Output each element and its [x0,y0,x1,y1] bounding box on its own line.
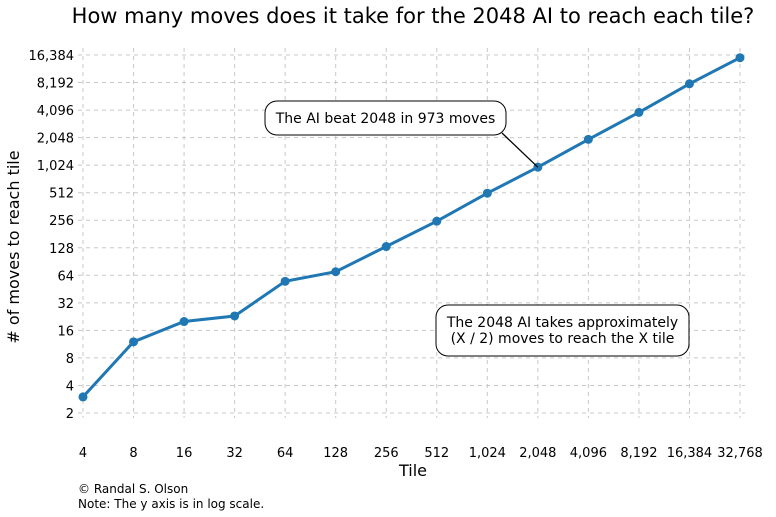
series-line [81,56,741,398]
y-tick-label: 1,024 [37,159,74,174]
y-tick-label: 16,384 [29,49,75,64]
annotation-arrow [501,132,539,168]
data-point [684,79,694,89]
y-tick-label: 16 [57,324,74,339]
y-tick-label: 4 [66,379,74,394]
y-tick-label: 512 [49,187,74,202]
data-point [179,317,189,327]
credit-text: © Randal S. Olson [78,482,189,496]
y-axis-label: # of moves to reach tile [4,150,23,343]
data-point [230,311,240,321]
data-point [381,242,391,252]
x-tick-label: 4 [79,446,87,461]
y-tick-label: 2,048 [37,132,74,147]
y-tick-labels: 2 4 8 16 32 64 128 256 512 1,024 2,048 4,096 8,192 16… [29,49,75,422]
y-tick-label: 2 [66,407,74,422]
x-tick-label: 64 [277,446,294,461]
y-tick-label: 8 [66,352,74,367]
annotation-text: The AI beat 2048 in 973 moves [275,111,496,127]
y-tick-label: 128 [49,242,74,257]
x-tick-label: 8 [129,446,137,461]
y-tick-label: 256 [49,214,74,229]
annotation-approximation: The 2048 AI takes approximately (X / 2) … [435,304,690,357]
x-tick-label: 512 [424,446,449,461]
data-point [78,392,88,402]
data-point [634,107,644,117]
x-tick-label: 256 [374,446,399,461]
y-tick-label: 8,192 [37,77,74,92]
data-point [735,53,745,63]
x-tick-label: 2,048 [519,446,556,461]
data-point [129,337,139,347]
annotation-line-1: The 2048 AI takes approximately [446,315,678,331]
y-tick-label: 64 [57,269,74,284]
y-tick-label: 32 [57,297,74,312]
x-tick-label: 128 [323,446,348,461]
data-point [583,134,593,144]
x-tick-label: 32 [226,446,243,461]
y-tick-label: 4,096 [37,104,74,119]
chart-title: How many moves does it take for the 2048… [72,4,755,28]
footer: © Randal S. Olson Note: The y axis is in… [78,482,264,512]
data-point [331,267,341,277]
x-tick-label: 32,768 [717,446,763,461]
annotation-box [435,304,690,357]
data-point [482,188,492,198]
x-tick-label: 16 [176,446,193,461]
x-tick-labels: 4 8 16 32 64 128 256 512 1,024 2,048 4,096 8,192 16,… [79,446,763,461]
annotation-line-2: (X / 2) moves to reach the X tile [451,331,675,347]
annotation-beat-2048: The AI beat 2048 in 973 moves [264,100,539,168]
x-tick-label: 4,096 [570,446,607,461]
data-point [432,216,442,226]
data-point [280,276,290,286]
x-tick-label: 16,384 [667,446,713,461]
scale-note: Note: The y axis is in log scale. [78,497,265,511]
annotation-box [264,100,507,136]
x-axis-label: Tile [398,461,427,480]
data-points [78,53,745,402]
x-tick-label: 1,024 [469,446,506,461]
x-tick-label: 8,192 [620,446,657,461]
